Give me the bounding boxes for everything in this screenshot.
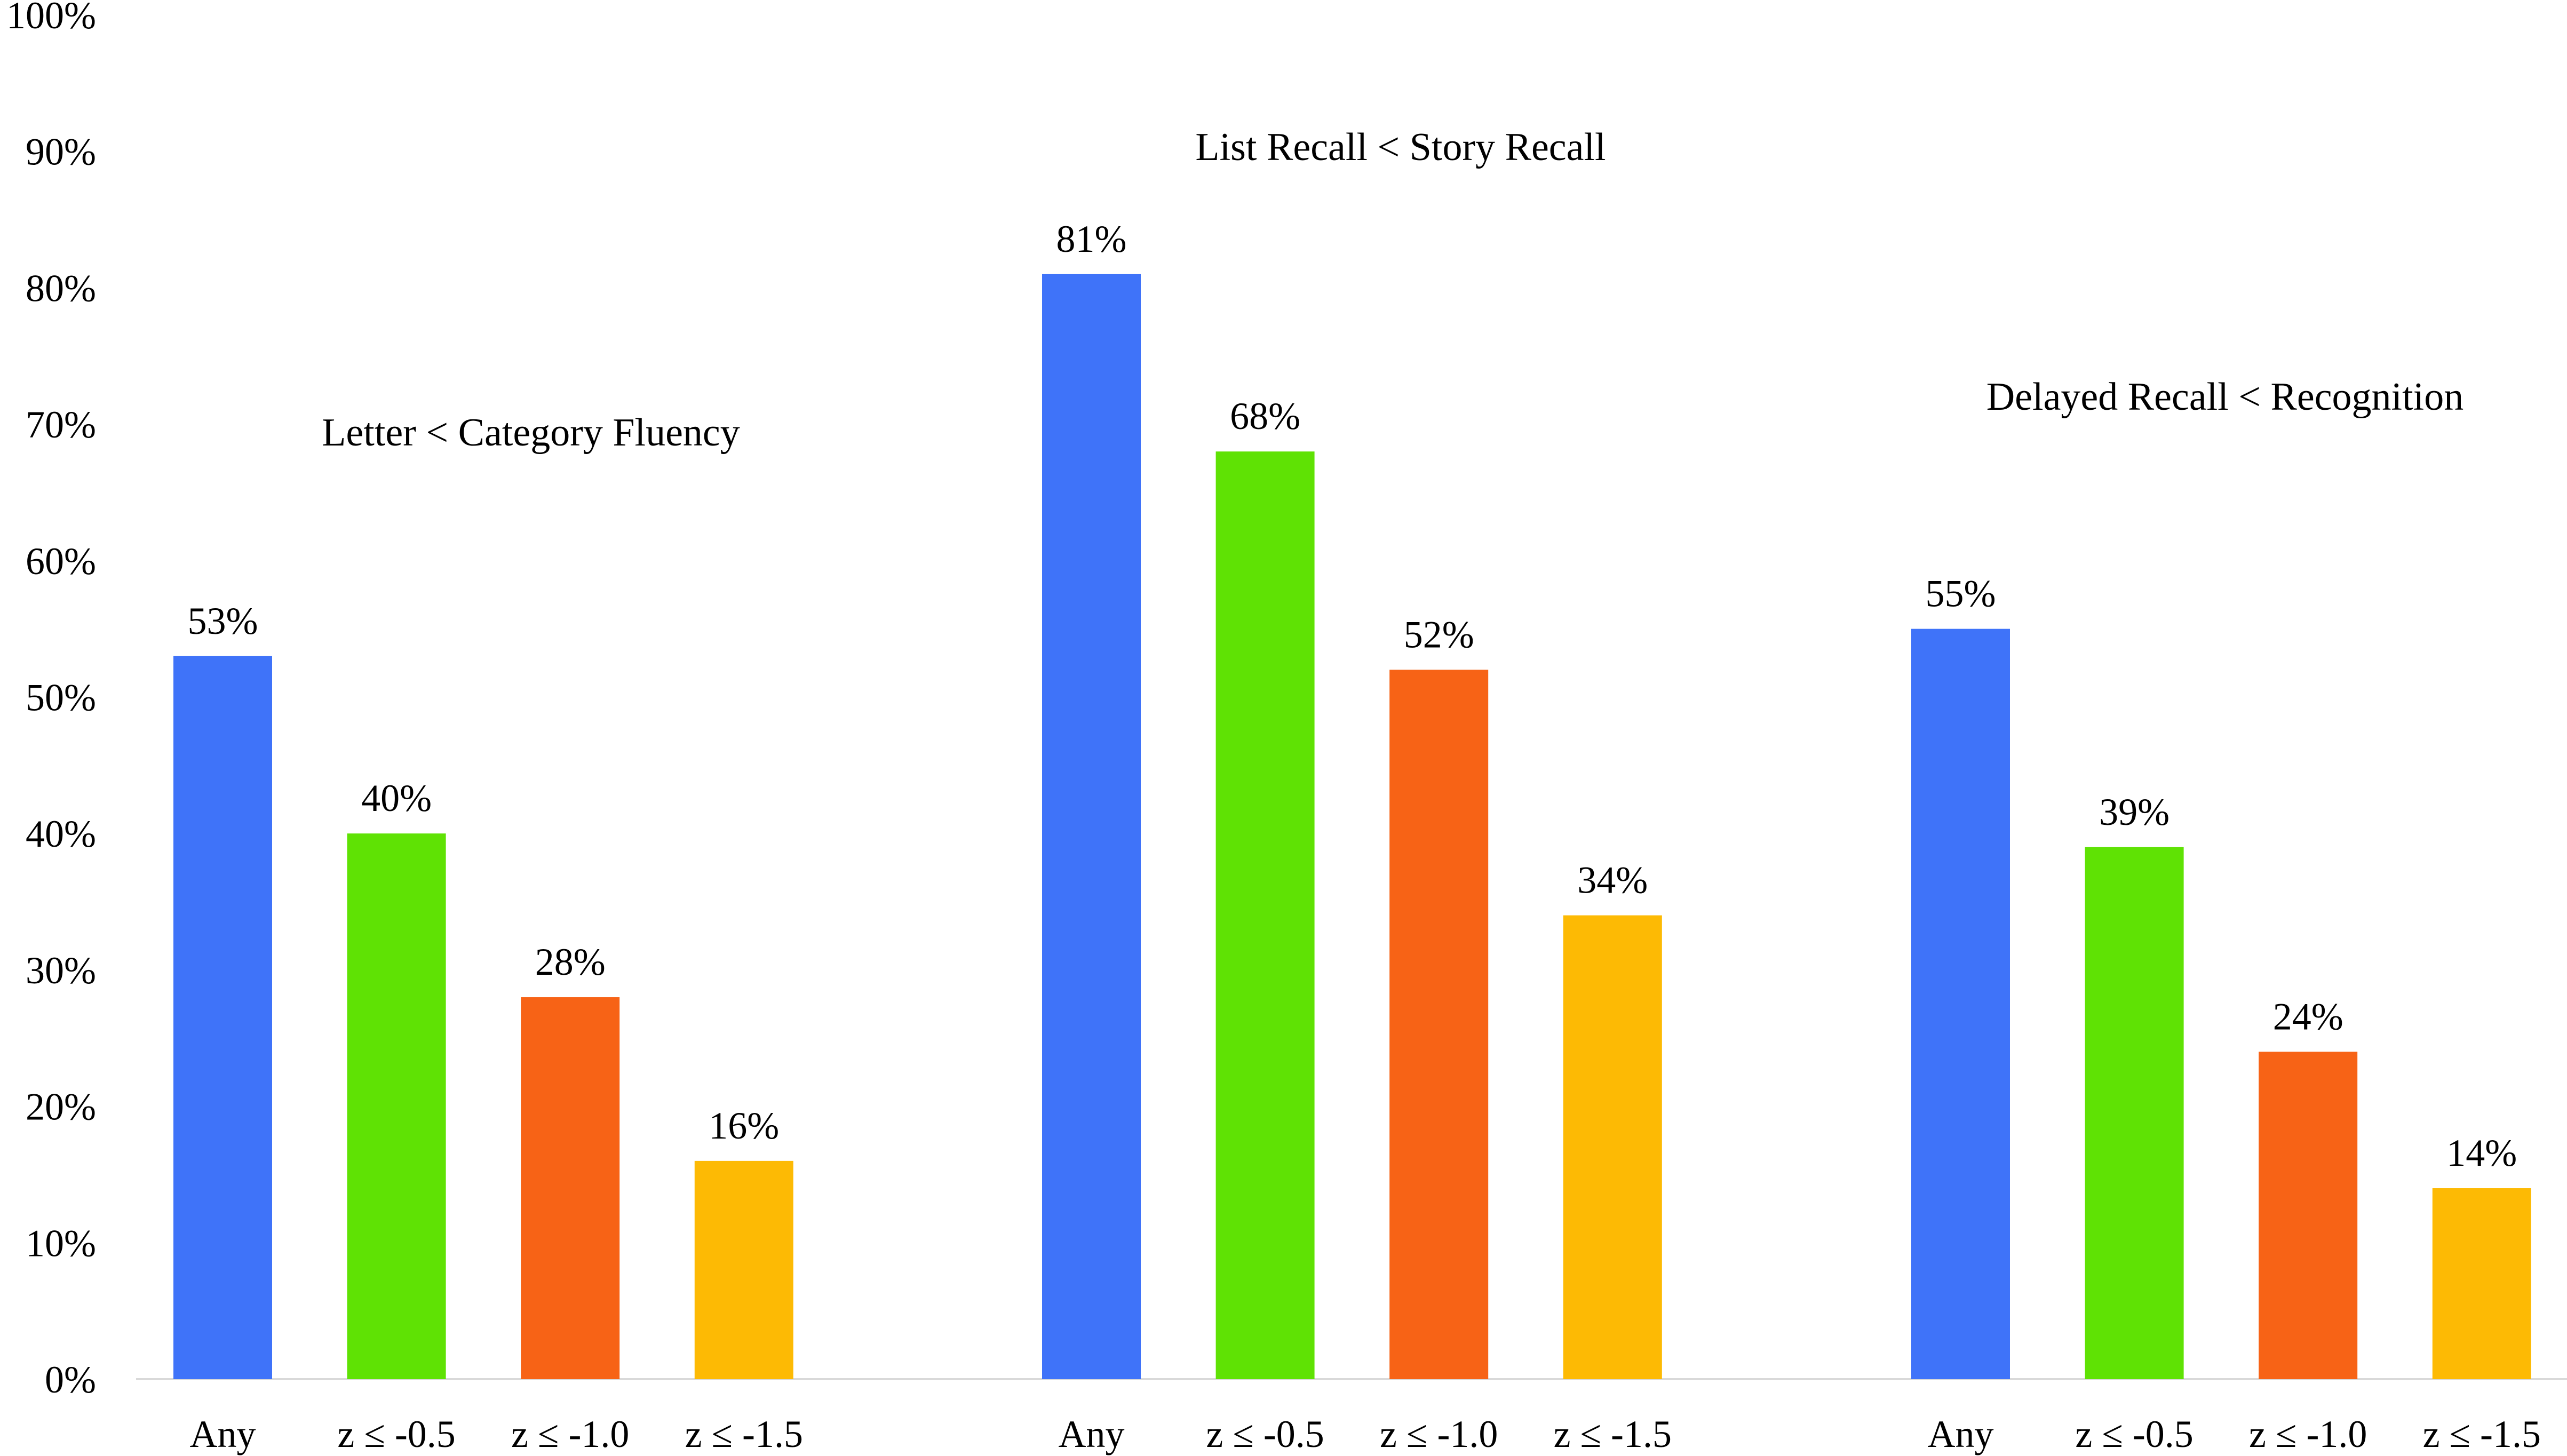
x-tick-label: z ≤ -0.5 <box>337 1413 455 1455</box>
data-label: 16% <box>709 1104 779 1147</box>
data-label: 24% <box>2273 995 2343 1038</box>
bar <box>1389 670 1489 1379</box>
bar <box>1042 274 1141 1379</box>
bar <box>2259 1052 2358 1379</box>
data-label: 53% <box>188 600 258 642</box>
data-label: 14% <box>2446 1132 2517 1174</box>
x-tick-label: z ≤ -1.0 <box>511 1413 629 1455</box>
y-tick-label: 20% <box>26 1086 96 1128</box>
group-titles: Letter < Category Fluency List Recall < S… <box>322 125 2463 455</box>
bars <box>173 274 2531 1379</box>
bar <box>2085 847 2184 1379</box>
bar <box>521 997 620 1379</box>
x-tick-label: z ≤ -0.5 <box>1206 1413 1324 1455</box>
y-tick-label: 80% <box>26 267 96 309</box>
y-tick-label: 50% <box>26 677 96 719</box>
y-tick-label: 40% <box>26 813 96 855</box>
x-tick-label: z ≤ -0.5 <box>2075 1413 2193 1455</box>
bar <box>347 833 446 1379</box>
data-label: 39% <box>2099 791 2169 833</box>
y-tick-label: 70% <box>26 403 96 446</box>
y-axis-ticks: 0% 10% 20% 30% 40% 50% 60% 70% 80% 90% 100% <box>6 0 96 1401</box>
bar <box>694 1160 793 1379</box>
data-label: 55% <box>1926 572 1996 615</box>
x-tick-label: z ≤ -1.5 <box>2423 1413 2541 1455</box>
data-label: 81% <box>1056 218 1127 260</box>
bar <box>173 656 272 1379</box>
x-tick-label: Any <box>190 1413 256 1455</box>
category-labels: Any z ≤ -0.5 z ≤ -1.0 z ≤ -1.5 Any z ≤ -0.5 z … <box>190 1413 2541 1455</box>
x-tick-label: z ≤ -1.5 <box>1554 1413 1672 1455</box>
y-tick-label: 60% <box>26 540 96 583</box>
x-tick-label: z ≤ -1.0 <box>1380 1413 1498 1455</box>
data-label: 34% <box>1577 859 1648 902</box>
x-tick-label: z ≤ -1.5 <box>685 1413 803 1455</box>
y-tick-label: 0% <box>45 1358 96 1401</box>
data-label: 52% <box>1404 613 1474 656</box>
x-tick-label: Any <box>1928 1413 1994 1455</box>
data-label: 40% <box>361 777 432 820</box>
data-label: 68% <box>1230 395 1300 437</box>
x-tick-label: Any <box>1059 1413 1125 1455</box>
y-tick-label: 100% <box>6 0 96 37</box>
data-label: 28% <box>535 941 606 983</box>
y-tick-label: 90% <box>26 131 96 173</box>
value-labels: 53% 40% 28% 16% 81% 68% 52% 34% 55% 39% 24% 14% <box>188 218 2517 1174</box>
y-tick-label: 10% <box>26 1222 96 1264</box>
bar <box>2432 1188 2531 1379</box>
bar <box>1911 628 2010 1379</box>
group-label: List Recall < Story Recall <box>1195 125 1606 169</box>
group-label: Letter < Category Fluency <box>322 411 740 455</box>
group-label: Delayed Recall < Recognition <box>1986 375 2464 419</box>
bar <box>1215 451 1315 1379</box>
x-tick-label: z ≤ -1.0 <box>2249 1413 2367 1455</box>
bar <box>1563 915 1662 1379</box>
y-tick-label: 30% <box>26 949 96 992</box>
